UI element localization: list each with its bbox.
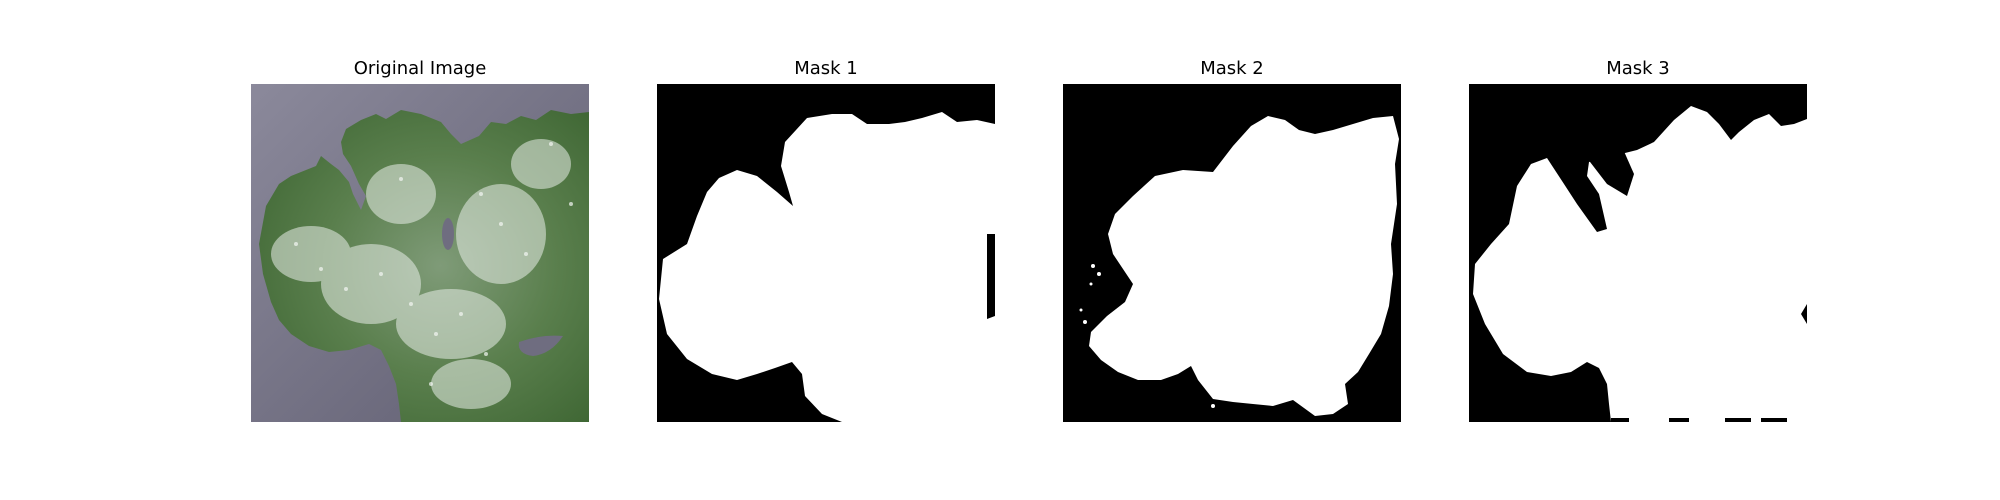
original-leaf-photo — [251, 84, 589, 422]
mask-2-foreground — [1089, 116, 1399, 416]
mildew-spots — [271, 139, 571, 409]
mask-3-bottom-gaps — [1611, 418, 1787, 422]
panel-original-image: Original Image — [251, 0, 589, 500]
mask-1-edge-gap — [987, 234, 995, 324]
panel-mask-2: Mask 2 — [1063, 0, 1401, 500]
leaf-notch — [518, 335, 563, 356]
panel-mask-3: Mask 3 — [1469, 0, 1807, 500]
mask-1-right-blob — [973, 316, 995, 346]
mask-3-cutout — [1587, 140, 1634, 196]
panel-mask-1: Mask 1 — [657, 0, 995, 500]
mildew-speckles — [294, 142, 573, 386]
mask-2-image — [1063, 84, 1401, 422]
mask-1-image — [657, 84, 995, 422]
panel-title-mask-1: Mask 1 — [794, 58, 858, 79]
mask-3-image — [1469, 84, 1807, 422]
mask-2-speckles — [1079, 264, 1215, 408]
panel-title-original: Original Image — [353, 58, 487, 79]
panel-title-mask-3: Mask 3 — [1606, 58, 1670, 79]
leaf-hole — [442, 218, 454, 250]
panel-title-mask-2: Mask 2 — [1200, 58, 1264, 79]
mask-3-foreground — [1473, 106, 1807, 422]
mask-1-foreground — [659, 112, 995, 422]
